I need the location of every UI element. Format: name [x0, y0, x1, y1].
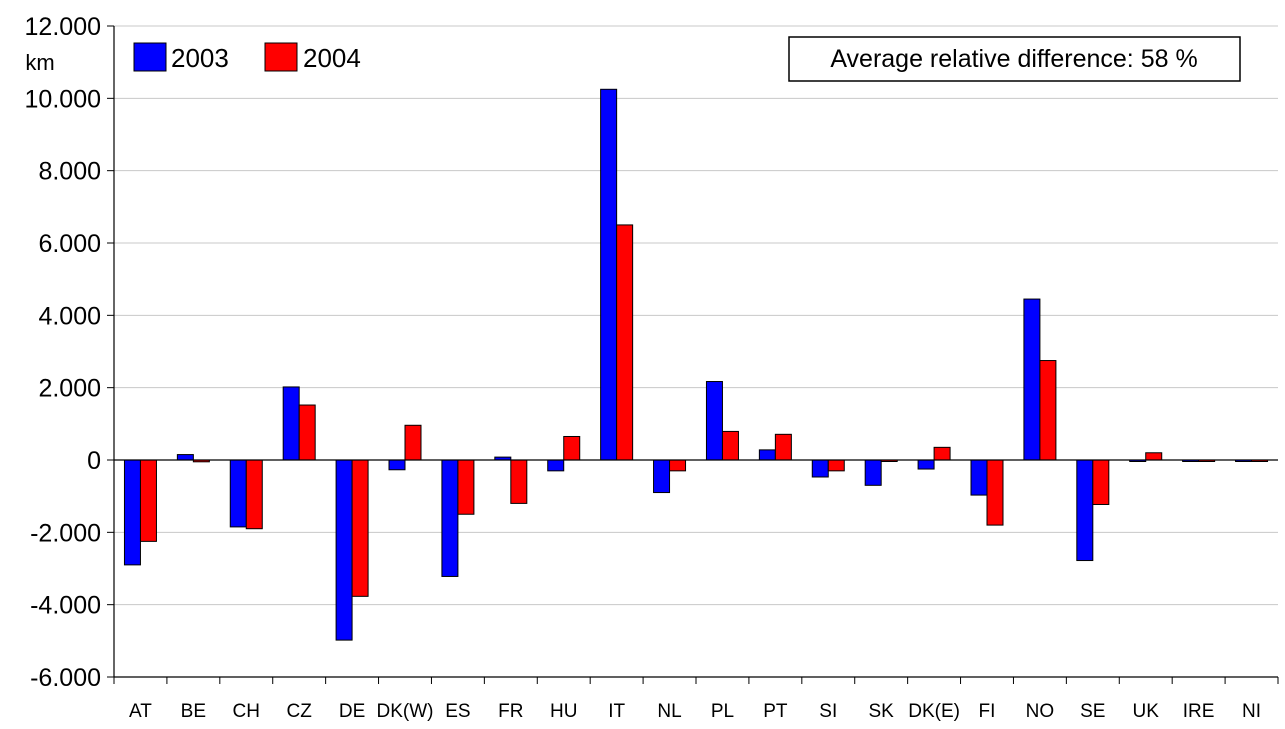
bar-2003-AT	[123, 459, 141, 566]
bar-2004-PT	[774, 433, 792, 461]
axes	[113, 26, 1279, 684]
x-tick-label: CH	[233, 701, 260, 722]
bar-2004-SI	[827, 459, 845, 472]
x-tick-label: SE	[1080, 701, 1105, 722]
bar-2003-PT	[758, 449, 776, 461]
y-tick-label: 0	[87, 447, 101, 475]
x-tick-label: SK	[869, 701, 895, 722]
x-tick-label: PT	[763, 701, 788, 722]
x-tick-label: AT	[129, 701, 152, 722]
y-tick-labels: -6.000 -4.000 -2.000 0 2.000 4.000 6.000 8.000 1…	[25, 13, 101, 692]
bar-2003-SK	[864, 459, 882, 486]
x-tick-label: CZ	[287, 701, 313, 722]
bar-2004-NL	[669, 459, 687, 472]
legend-label-2003: 2003	[171, 43, 229, 73]
legend-swatch-2004	[264, 42, 298, 72]
annotation-frame	[788, 36, 1241, 82]
bar-2004-DK(E)	[933, 446, 951, 461]
y-tick-label: 2.000	[38, 375, 101, 403]
bar-2003-ES	[441, 459, 459, 577]
bar-2003-FI	[970, 459, 988, 496]
bar-2004-UK	[1145, 452, 1163, 461]
x-tick-label: SI	[819, 701, 837, 722]
x-tick-label: UK	[1133, 701, 1160, 722]
bars	[123, 88, 1269, 641]
x-tick-label: DK(W)	[377, 701, 434, 722]
bar-2003-HU	[547, 459, 565, 472]
legend: 2003 2004	[133, 42, 361, 73]
x-tick-label: ES	[445, 701, 470, 722]
bar-2004-CH	[245, 459, 263, 530]
legend-swatch-2003	[133, 42, 167, 72]
bar-2004-FI	[986, 459, 1004, 526]
x-tick-label: PL	[711, 701, 734, 722]
bar-2003-NL	[653, 459, 671, 494]
x-tick-label: IRE	[1183, 701, 1215, 722]
bar-2003-CH	[229, 459, 247, 528]
bar-2004-IT	[616, 224, 634, 461]
bar-2004-DK(W)	[404, 424, 422, 461]
bar-2004-CZ	[298, 404, 316, 461]
annotation-box: Average relative difference: 58 %	[788, 36, 1241, 82]
bar-2003-BE	[176, 454, 194, 461]
y-axis-unit: km	[25, 50, 54, 75]
x-tick-label: HU	[550, 701, 577, 722]
bar-2003-DK(E)	[917, 459, 935, 470]
x-tick-label: FR	[498, 701, 523, 722]
bar-2004-NO	[1039, 360, 1057, 461]
bar-2003-SE	[1076, 459, 1094, 562]
bar-2003-DE	[335, 459, 353, 641]
bar-2003-DK(W)	[388, 459, 406, 471]
legend-label-2004: 2004	[303, 43, 361, 73]
bar-2004-AT	[139, 459, 157, 542]
y-tick-label: -6.000	[30, 664, 101, 692]
x-tick-label: DE	[339, 701, 365, 722]
x-tick-label: BE	[181, 701, 206, 722]
x-tick-label: NL	[657, 701, 681, 722]
bar-2003-NO	[1023, 298, 1041, 461]
grid-lines	[107, 25, 1278, 678]
bar-2004-DE	[351, 459, 369, 597]
y-tick-label: -2.000	[30, 519, 101, 547]
x-tick-label: NO	[1026, 701, 1055, 722]
y-tick-label: 6.000	[38, 230, 101, 258]
x-tick-label: NI	[1242, 701, 1261, 722]
bar-2004-FR	[510, 459, 528, 504]
bar-2004-SE	[1092, 459, 1110, 505]
x-tick-label: DK(E)	[908, 701, 960, 722]
bar-2003-PL	[705, 381, 723, 461]
bar-2004-HU	[563, 435, 581, 461]
x-tick-label: IT	[608, 701, 625, 722]
bar-2003-CZ	[282, 386, 300, 461]
annotation-text: Average relative difference: 58 %	[830, 45, 1197, 73]
x-tick-label: FI	[979, 701, 996, 722]
x-tick-labels: AT BE CH CZ DE DK(W) ES FR HU IT NL PL PT SI SK DK(E) FI…	[129, 701, 1261, 722]
y-tick-label: 4.000	[38, 302, 101, 330]
bar-2003-IT	[600, 88, 618, 461]
y-tick-label: 10.000	[25, 85, 101, 113]
y-tick-label: 12.000	[25, 13, 101, 41]
y-tick-label: 8.000	[38, 158, 101, 186]
bar-2004-PL	[721, 430, 739, 461]
y-tick-label: -4.000	[30, 592, 101, 620]
bar-2004-ES	[457, 459, 475, 515]
bar-2003-SI	[811, 459, 829, 478]
